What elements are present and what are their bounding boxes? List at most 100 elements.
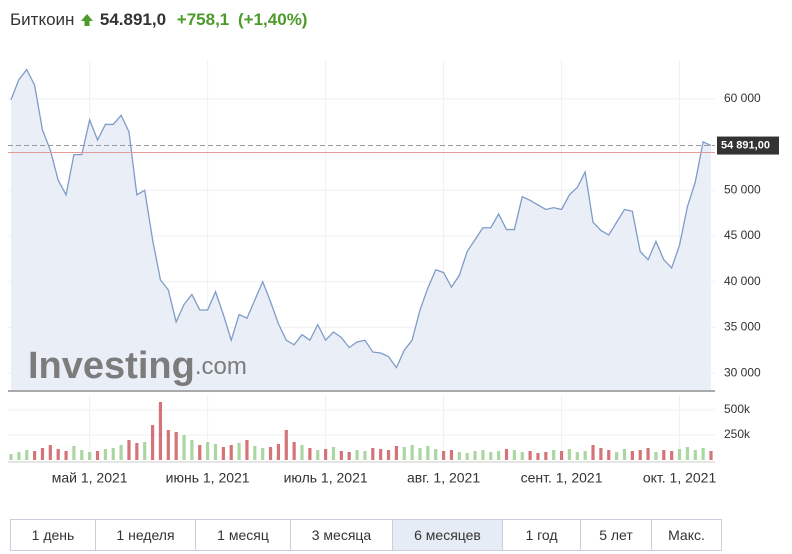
volume-tick-label: 500k [724, 402, 751, 416]
volume-bar [72, 446, 76, 460]
header: Биткоин 54.891,0 +758,1 (+1,40%) [10, 10, 307, 30]
instrument-name: Биткоин [10, 10, 75, 29]
watermark-brand: Investing [28, 345, 195, 387]
volume-bar [190, 440, 194, 460]
volume-bar [630, 451, 634, 460]
y-tick-label: 30 000 [724, 365, 761, 379]
range-button[interactable]: 1 месяц [196, 520, 291, 550]
volume-bar [583, 451, 587, 460]
price: 54.891,0 [99, 10, 167, 29]
volume-bar [504, 449, 509, 460]
volume-bar [182, 435, 186, 460]
range-buttons: 1 день 1 неделя 1 месяц 3 месяца 6 месяцев 1 … [10, 519, 722, 551]
volume-bar [670, 451, 674, 460]
y-tick-label: 35 000 [724, 320, 761, 334]
volume-bar [449, 450, 454, 460]
change-pct: (+1,40%) [238, 10, 308, 29]
volume-bar [394, 446, 398, 460]
volume-bar [685, 447, 690, 460]
volume-bar [88, 452, 92, 460]
volume-bar [410, 445, 414, 460]
volume-bar [103, 449, 107, 460]
volume-bar [591, 445, 595, 460]
x-tick-label: окт. 1, 2021 [643, 470, 717, 486]
volume-bar [316, 450, 320, 460]
volume-bar [559, 451, 564, 460]
x-tick-label: июнь 1, 2021 [166, 470, 250, 486]
volume-bar [135, 443, 139, 460]
volume-bar [229, 445, 233, 460]
volume-bar [441, 451, 446, 460]
volume-bar [56, 449, 60, 460]
price-area [11, 69, 711, 391]
volume-bar [465, 453, 469, 460]
volume-bar [268, 447, 273, 460]
volume-bar [339, 451, 343, 460]
price-line [10, 68, 712, 369]
volume-bar [174, 432, 178, 460]
volume-bar [25, 450, 29, 460]
range-button[interactable]: 1 неделя [96, 520, 196, 550]
volume-bar [520, 452, 524, 460]
volume-bar [245, 440, 249, 460]
volume-bar [347, 452, 351, 460]
up-arrow [81, 14, 94, 26]
x-tick-label: июль 1, 2021 [284, 470, 368, 486]
volume-bar [150, 425, 155, 460]
volume-bar [646, 448, 650, 460]
volume-bar [300, 445, 304, 460]
volume-bar [599, 448, 603, 460]
volume-bar [331, 447, 336, 460]
range-button[interactable]: 5 лет [581, 520, 652, 550]
volume-bar [528, 451, 532, 460]
range-button[interactable]: 1 день [11, 520, 96, 550]
volume-bar [575, 452, 579, 460]
volume-bar [292, 442, 296, 460]
volume-bar [284, 430, 288, 460]
volume-bar [536, 453, 540, 460]
volume-bar [363, 451, 367, 460]
y-tick-label: 50 000 [724, 182, 761, 196]
volume-bar [213, 444, 218, 460]
volume-bar [607, 450, 611, 460]
range-button[interactable]: 1 год [503, 520, 581, 550]
volume-bar [567, 449, 572, 460]
volume-bar [379, 449, 383, 460]
volume-bar [111, 448, 115, 460]
volume-bar [355, 450, 359, 460]
volume-bar [701, 448, 705, 460]
volume-bar [308, 448, 312, 460]
volume-bar [371, 448, 375, 460]
x-tick-label: авг. 1, 2021 [407, 470, 480, 486]
volume-bar [386, 450, 391, 460]
current-label-box [717, 136, 779, 155]
volume-bar [17, 452, 21, 460]
range-button[interactable]: 6 месяцев [393, 520, 503, 550]
volume-bar [166, 430, 170, 460]
volume-bar [622, 449, 627, 460]
volume-bar [418, 448, 422, 460]
volume-bar [221, 447, 225, 460]
volume-bar [206, 442, 210, 460]
volume-bar [552, 450, 556, 460]
watermark: Investing.com [28, 345, 247, 387]
volume-bar [324, 449, 328, 460]
range-button[interactable]: 3 месяца [291, 520, 393, 550]
y-tick-label: 45 000 [724, 228, 761, 242]
volume-bar [544, 452, 548, 460]
volume-bar [434, 449, 438, 460]
volume-bar [119, 445, 123, 460]
volume-bar [48, 445, 52, 460]
range-button[interactable]: Макс. [668, 527, 705, 543]
volume-bar [261, 448, 265, 460]
volume-bar [253, 446, 257, 460]
volume-bar [276, 444, 281, 460]
volume-bar [512, 450, 516, 460]
change: +758,1 [176, 10, 230, 29]
volume-bar [127, 440, 131, 460]
volume-bar [40, 448, 45, 460]
volume-bar [64, 451, 68, 460]
volume-bar [143, 442, 147, 460]
x-tick-label: сент. 1, 2021 [521, 470, 603, 486]
